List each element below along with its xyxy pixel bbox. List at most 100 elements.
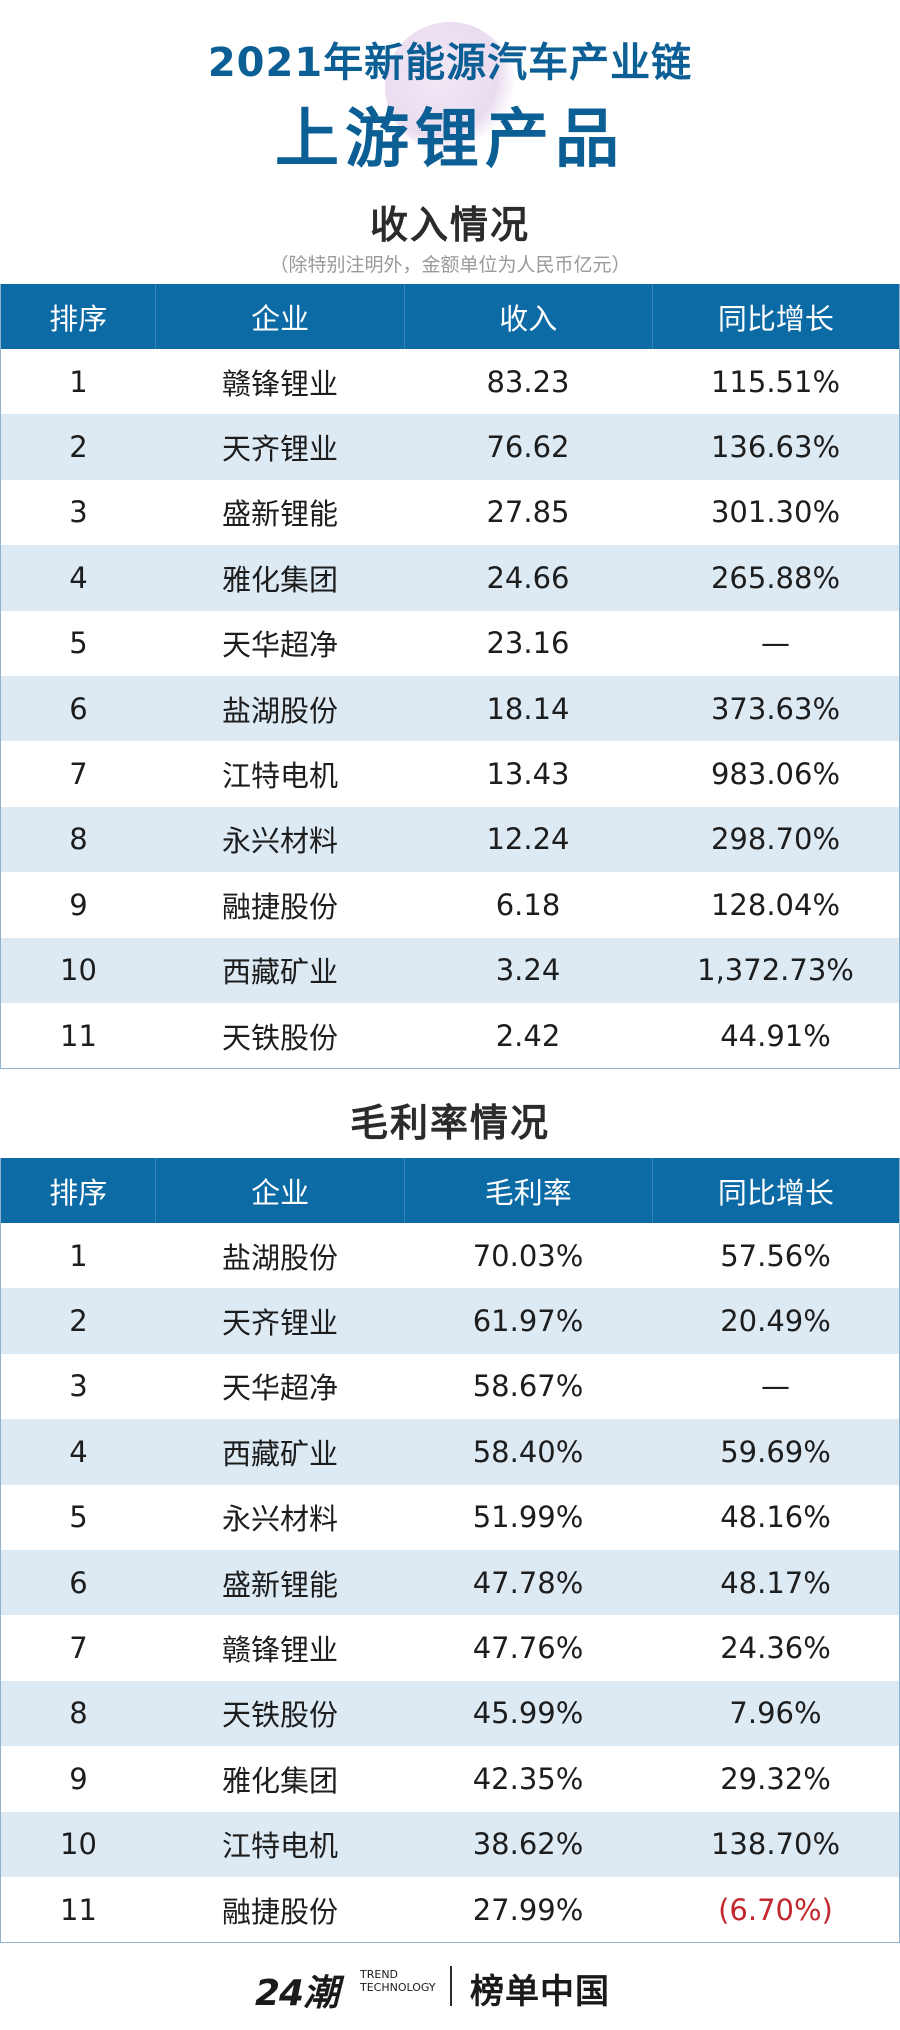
rank-cell: 7 <box>69 757 88 792</box>
growth-cell: 48.16% <box>720 1500 831 1535</box>
table-row: 3 天华超净 58.67% — <box>1 1353 899 1420</box>
revenue-section-title: 收入情况 <box>369 203 530 247</box>
margin-table: 排序 企业 毛利率 同比增长 1 盐湖股份 70.03% 57.56% 2 天齐锂业 61.… <box>0 1158 900 1944</box>
column-header-margin: 毛利率 <box>405 1158 653 1223</box>
company-cell: 盐湖股份 <box>221 1240 338 1275</box>
table-row: 5 天华超净 23.16 — <box>1 610 899 676</box>
rank-cell: 3 <box>69 495 88 530</box>
rank-cell: 10 <box>60 1827 97 1862</box>
column-header-company: 企业 <box>156 1158 405 1223</box>
company-cell: 盛新锂能 <box>221 497 338 532</box>
rank-cell: 4 <box>69 1434 88 1469</box>
rank-cell: 2 <box>69 1304 88 1339</box>
rank-cell: 4 <box>69 560 88 595</box>
table-row: 11 融捷股份 27.99% (6.70%) <box>1 1876 899 1943</box>
growth-cell: 373.63% <box>710 691 841 726</box>
value-cell: 3.24 <box>495 953 561 988</box>
company-cell: 天铁股份 <box>221 1020 338 1055</box>
company-cell: 江特电机 <box>221 759 338 794</box>
company-cell: 天齐锂业 <box>221 1306 338 1341</box>
growth-cell: 298.70% <box>710 822 841 857</box>
header-title-line1: 2021年新能源汽车产业链 <box>207 40 693 86</box>
table-row: 2 天齐锂业 76.62 136.63% <box>1 414 899 480</box>
value-cell: 47.78% <box>472 1565 584 1600</box>
growth-cell: 48.17% <box>720 1565 831 1600</box>
rank-cell: 8 <box>69 822 88 857</box>
growth-cell: 138.70% <box>710 1827 841 1862</box>
growth-cell: (6.70%) <box>718 1892 833 1927</box>
table-row: 8 永兴材料 12.24 298.70% <box>1 806 899 873</box>
rank-cell: 2 <box>69 430 88 465</box>
table-row: 9 雅化集团 42.35% 29.32% <box>1 1746 899 1812</box>
company-cell: 天华超净 <box>221 1371 338 1406</box>
revenue-table-body: 1 赣锋锂业 83.23 115.51% 2 天齐锂业 76.62 136.63% 3 盛新锂能 2… <box>1 349 899 1069</box>
header-title-line2: 上游锂产品 <box>275 103 625 177</box>
value-cell: 24.66 <box>486 560 570 595</box>
table-row: 7 江特电机 13.43 983.06% <box>1 741 899 807</box>
company-cell: 西藏矿业 <box>221 1436 338 1471</box>
value-cell: 12.24 <box>486 822 570 857</box>
company-cell: 天华超净 <box>221 628 338 663</box>
company-cell: 天铁股份 <box>221 1698 338 1733</box>
table-row: 8 天铁股份 45.99% 7.96% <box>1 1680 899 1747</box>
rank-cell: 7 <box>69 1631 88 1666</box>
growth-cell: 7.96% <box>729 1696 822 1731</box>
margin-section-title: 毛利率情况 <box>349 1101 550 1145</box>
footer-divider <box>450 1966 452 2006</box>
table-row: 6 盐湖股份 18.14 373.63% <box>1 675 899 742</box>
value-cell: 42.35% <box>472 1761 584 1796</box>
table-row: 1 盐湖股份 70.03% 57.56% <box>1 1223 899 1289</box>
table-row: 1 赣锋锂业 83.23 115.51% <box>1 349 899 415</box>
growth-cell: 301.30% <box>710 495 841 530</box>
table-row: 11 天铁股份 2.42 44.91% <box>1 1002 899 1069</box>
company-cell: 天齐锂业 <box>221 432 338 467</box>
logo-sub-line1: TREND <box>360 1968 399 1981</box>
value-cell: 38.62% <box>472 1827 584 1862</box>
table-row: 4 雅化集团 24.66 265.88% <box>1 545 899 611</box>
rank-cell: 1 <box>69 364 88 399</box>
rank-cell: 9 <box>69 1761 88 1796</box>
table-row: 2 天齐锂业 61.97% 20.49% <box>1 1288 899 1354</box>
growth-cell: 20.49% <box>720 1304 831 1339</box>
growth-cell: 57.56% <box>720 1238 831 1273</box>
growth-cell: 1,372.73% <box>697 953 854 988</box>
growth-cell: 136.63% <box>710 430 841 465</box>
column-header-revenue: 收入 <box>405 284 653 349</box>
page-header: 2021年新能源汽车产业链 上游锂产品 <box>0 0 900 180</box>
margin-table-body: 1 盐湖股份 70.03% 57.56% 2 天齐锂业 61.97% 20.49% 3 天华超净 5… <box>1 1223 899 1943</box>
value-cell: 58.67% <box>472 1369 584 1404</box>
company-cell: 雅化集团 <box>221 1763 338 1798</box>
column-header-rank: 排序 <box>1 1158 157 1223</box>
value-cell: 83.23 <box>486 364 570 399</box>
table-row: 5 永兴材料 51.99% 48.16% <box>1 1484 899 1550</box>
growth-cell: 59.69% <box>720 1434 831 1469</box>
company-cell: 永兴材料 <box>221 1502 338 1537</box>
value-cell: 47.76% <box>472 1631 584 1666</box>
value-cell: 18.14 <box>486 691 570 726</box>
value-cell: 76.62 <box>486 430 570 465</box>
table-row: 10 西藏矿业 3.24 1,372.73% <box>1 937 899 1003</box>
value-cell: 6.18 <box>495 887 561 922</box>
value-cell: 2.42 <box>495 1018 561 1053</box>
rank-cell: 3 <box>69 1369 88 1404</box>
growth-cell: 265.88% <box>710 560 841 595</box>
rank-cell: 10 <box>60 953 97 988</box>
company-cell: 赣锋锂业 <box>221 366 338 401</box>
rank-cell: 8 <box>69 1696 88 1731</box>
value-cell: 27.99% <box>472 1892 584 1927</box>
rank-cell: 5 <box>69 1500 88 1535</box>
growth-cell: 983.06% <box>710 757 841 792</box>
column-header-growth: 同比增长 <box>717 1175 834 1210</box>
value-cell: 70.03% <box>472 1238 584 1273</box>
company-cell: 融捷股份 <box>221 1894 338 1929</box>
value-cell: 61.97% <box>472 1304 584 1339</box>
rank-cell: 1 <box>69 1238 88 1273</box>
table-row: 4 西藏矿业 58.40% 59.69% <box>1 1419 899 1485</box>
unit-note: （除特别注明外，金额单位为人民币亿元） <box>269 254 631 276</box>
company-cell: 西藏矿业 <box>221 955 338 990</box>
company-cell: 融捷股份 <box>221 889 338 924</box>
rank-cell: 6 <box>69 1565 88 1600</box>
growth-cell: — <box>761 626 790 661</box>
company-cell: 盐湖股份 <box>221 693 338 728</box>
table-row: 10 江特电机 38.62% 138.70% <box>1 1811 899 1877</box>
